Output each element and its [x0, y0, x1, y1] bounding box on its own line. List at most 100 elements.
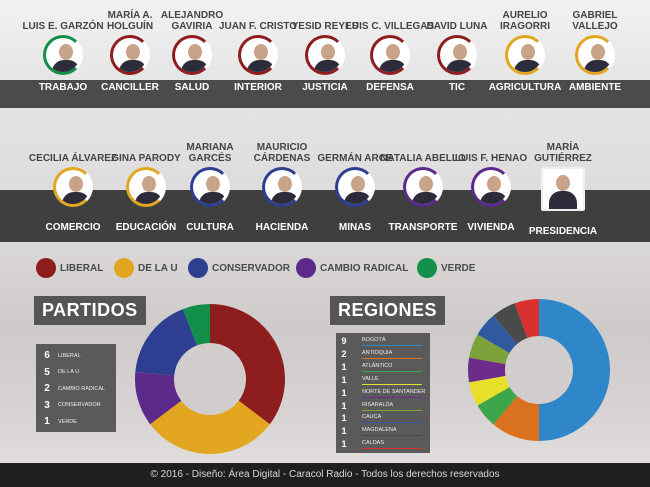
minister-name: Cecilia Álvarez	[28, 153, 118, 164]
regiones-count: 1	[341, 387, 347, 398]
minister-photo	[437, 35, 477, 75]
minister-name: David Luna	[426, 21, 488, 32]
regiones-list: 9 Bogotá 2 Antioquia 1 Atlántico 1 Valle 1 Norte …	[336, 333, 430, 453]
regiones-donut-chart	[468, 299, 610, 441]
partidos-list-row: 6 Liberal	[42, 350, 81, 361]
minister-role: Vivienda	[467, 222, 515, 233]
minister-role: Interior	[234, 82, 282, 93]
donut-slice-valle	[469, 375, 510, 406]
donut-slice-caldas	[514, 299, 539, 339]
minister-name: Gina Parody	[111, 153, 181, 164]
minister-card: Luis C. Villegas Defensa	[345, 8, 435, 93]
regiones-count: 1	[341, 426, 347, 437]
minister-card: Germán Arce Minas	[310, 140, 400, 233]
minister-photo	[505, 35, 545, 75]
regiones-label: Cauca	[362, 414, 382, 421]
partidos-list: 6 Liberal 5 De la U 2 Cambio Radical 3 Conserva…	[36, 344, 116, 432]
partidos-label: De la U	[58, 369, 80, 375]
minister-photo	[110, 35, 150, 75]
minister-role: Defensa	[366, 82, 414, 93]
minister-photo	[471, 167, 511, 207]
minister-name: María Gutiérrez	[534, 142, 592, 164]
partidos-count: 5	[44, 366, 50, 378]
regiones-list-row: 1 Valle	[340, 375, 426, 387]
minister-photo	[403, 167, 443, 207]
regiones-label: Caldas	[362, 440, 385, 447]
minister-card: Luis F. Henao Vivienda	[446, 140, 536, 233]
minister-role: Hacienda	[255, 222, 309, 233]
minister-card: Natalia Abello Transporte	[378, 140, 468, 233]
minister-photo	[53, 167, 93, 207]
regiones-list-row: 1 Atlántico	[340, 362, 426, 374]
partidos-label: Conservador	[58, 402, 101, 408]
regiones-color-line	[362, 383, 422, 385]
regiones-list-row: 1 Cauca	[340, 413, 426, 425]
donut-slice-cambio-radical	[135, 372, 182, 425]
partidos-count: 2	[44, 383, 50, 394]
minister-name: Gabriel Vallejo	[572, 10, 618, 32]
regiones-color-line	[362, 409, 422, 411]
partidos-list-row: 2 Cambio Radical	[42, 383, 105, 394]
minister-role: Ambiente	[568, 82, 622, 93]
donut-slice-bogot-	[539, 299, 610, 441]
partidos-count: 1	[44, 416, 50, 427]
regiones-label: Antioquia	[362, 349, 393, 356]
legend-label: DE LA U	[138, 262, 178, 274]
minister-name: Luis F. Henao	[454, 153, 528, 164]
regiones-list-row: 1 Norte de Santander	[340, 388, 426, 400]
donut-hole	[174, 343, 246, 415]
minister-role: Agricultura	[488, 82, 562, 93]
partidos-list-row: 5 De la U	[42, 367, 79, 378]
minister-role: Canciller	[101, 82, 159, 93]
minister-photo	[541, 167, 585, 211]
regiones-count: 1	[341, 413, 347, 424]
regiones-list-row: 1 Caldas	[340, 439, 426, 451]
minister-role: Presidencia	[528, 226, 598, 237]
partidos-count: 3	[44, 399, 50, 411]
minister-photo	[262, 167, 302, 207]
minister-card: Juan F. Cristo Interior	[213, 8, 303, 93]
minister-role: Educación	[115, 222, 177, 233]
regiones-label: Atlántico	[362, 362, 393, 369]
regiones-count: 1	[341, 400, 347, 411]
regiones-label: Norte de Santander	[362, 388, 426, 395]
regiones-label: Risaralda	[362, 401, 394, 408]
regiones-color-line	[362, 345, 422, 346]
legend-swatch	[114, 258, 134, 278]
donut-slice-norte-de-santander	[468, 357, 506, 383]
regiones-label: Bogotá	[362, 337, 386, 343]
minister-name: Yesid Reyes	[291, 21, 359, 32]
donut-slice-antioquia	[493, 396, 539, 441]
minister-photo	[172, 35, 212, 75]
partidos-title: PARTIDOS	[34, 296, 146, 325]
regiones-list-row: 2 Antioquia	[340, 349, 426, 361]
donut-slice-liberal	[210, 304, 285, 425]
regiones-label: Valle	[362, 375, 379, 382]
donut-slice-conservador	[135, 309, 197, 376]
minister-photo	[335, 167, 375, 207]
minister-name: Mariana Garcés	[186, 142, 234, 164]
regiones-count: 1	[341, 374, 347, 385]
minister-card: Mauricio Cárdenas Hacienda	[237, 140, 327, 233]
minister-card: Mariana Garcés Cultura	[165, 140, 255, 233]
donut-slice-atl-ntico	[477, 387, 518, 425]
regiones-color-line	[362, 357, 422, 359]
partidos-label: Cambio Radical	[58, 385, 106, 392]
legend-swatch	[296, 258, 316, 278]
minister-card: Gina Parody Educación	[101, 140, 191, 233]
regiones-color-line	[362, 370, 422, 372]
minister-role: TIC	[448, 82, 466, 93]
partidos-count: 6	[44, 350, 50, 361]
partidos-label: Liberal	[58, 352, 81, 359]
minister-role: Justicia	[302, 82, 348, 93]
donut-slice-magdalena	[493, 303, 528, 344]
footer-credits: © 2016 - Diseño: Área Digital - Caracol …	[0, 463, 650, 487]
minister-photo	[190, 167, 230, 207]
minister-name: Alejandro Gaviria	[160, 10, 224, 32]
minister-card: María A. Holguín Canciller	[85, 8, 175, 93]
donut-slice-risaralda	[469, 334, 510, 365]
donut-slice-verde	[182, 304, 210, 346]
legend-item: VERDE	[417, 258, 475, 278]
legend-swatch	[188, 258, 208, 278]
regiones-title: REGIONES	[330, 296, 446, 325]
